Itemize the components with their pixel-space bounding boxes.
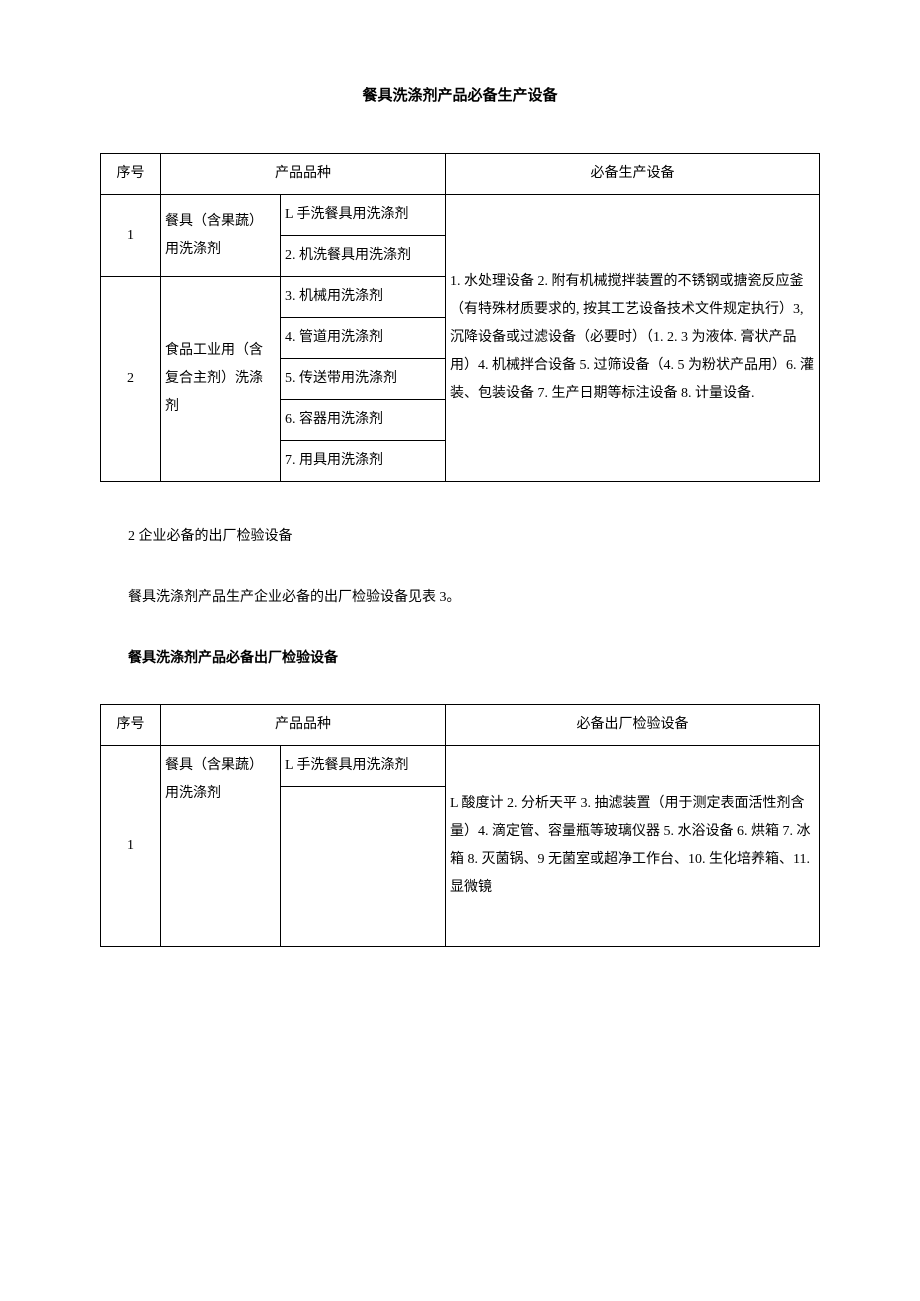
cell-sub7: 7. 用具用洗涤剂 [281,441,446,482]
cell-sub3: 3. 机械用洗涤剂 [281,277,446,318]
table1-title: 餐具洗涤剂产品必备生产设备 [100,80,820,113]
cell-equipment-t2: L 酸度计 2. 分析天平 3. 抽滤装置（用于测定表面活性剂含量）4. 滴定管… [446,746,820,947]
cell-sub2: 2. 机洗餐具用洗涤剂 [281,236,446,277]
cell-category-t2-1: 餐具（含果蔬）用洗涤剂 [161,746,281,947]
header-product: 产品品种 [161,154,446,195]
table-header-row: 序号 产品品种 必备生产设备 [101,154,820,195]
header-equipment: 必备生产设备 [446,154,820,195]
table-row: 1 餐具（含果蔬）用洗涤剂 L 手洗餐具用洗涤剂 L 酸度计 2. 分析天平 3… [101,746,820,787]
equipment-table-1: 序号 产品品种 必备生产设备 1 餐具（含果蔬）用洗涤剂 L 手洗餐具用洗涤剂 … [100,153,820,482]
cell-category-1: 餐具（含果蔬）用洗涤剂 [161,195,281,277]
cell-sub-t2-empty [281,787,446,947]
paragraph-2: 餐具洗涤剂产品生产企业必备的出厂检验设备见表 3。 [100,583,820,614]
cell-sub4: 4. 管道用洗涤剂 [281,318,446,359]
cell-sub1: L 手洗餐具用洗涤剂 [281,195,446,236]
cell-category-2: 食品工业用（含复合主剂）洗涤剂 [161,277,281,482]
cell-sub-t2-1: L 手洗餐具用洗涤剂 [281,746,446,787]
header-product-2: 产品品种 [161,705,446,746]
paragraph-1: 2 企业必备的出厂检验设备 [100,522,820,553]
header-equipment-2: 必备出厂检验设备 [446,705,820,746]
cell-equipment-1: 1. 水处理设备 2. 附有机械搅拌装置的不锈钢或搪瓷反应釜（有特殊材质要求的,… [446,195,820,482]
cell-sub6: 6. 容器用洗涤剂 [281,400,446,441]
cell-num-2: 2 [101,277,161,482]
header-num-2: 序号 [101,705,161,746]
equipment-table-2: 序号 产品品种 必备出厂检验设备 1 餐具（含果蔬）用洗涤剂 L 手洗餐具用洗涤… [100,704,820,947]
table-row: 1 餐具（含果蔬）用洗涤剂 L 手洗餐具用洗涤剂 1. 水处理设备 2. 附有机… [101,195,820,236]
header-num: 序号 [101,154,161,195]
cell-num-1: 1 [101,195,161,277]
table-header-row: 序号 产品品种 必备出厂检验设备 [101,705,820,746]
table2-title: 餐具洗涤剂产品必备出厂检验设备 [100,644,820,675]
cell-num-t2-1: 1 [101,746,161,947]
cell-sub5: 5. 传送带用洗涤剂 [281,359,446,400]
